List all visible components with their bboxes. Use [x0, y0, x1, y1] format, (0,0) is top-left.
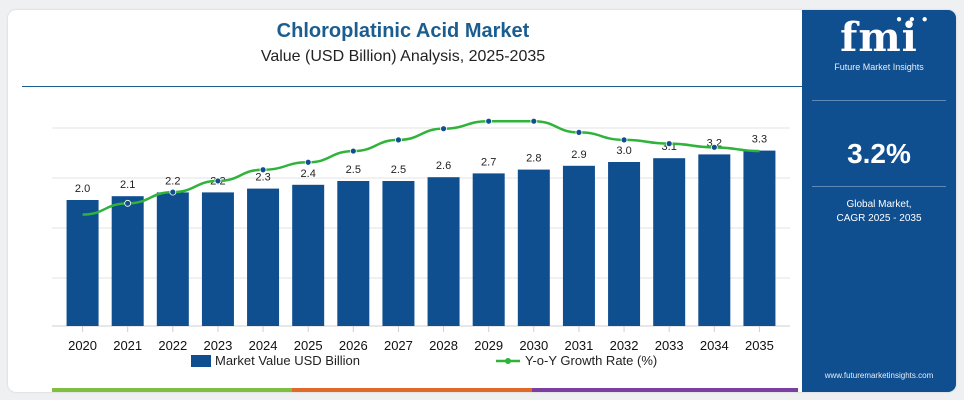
bar — [698, 154, 731, 326]
x-tick-label: 2029 — [474, 338, 503, 353]
legend-bar-label: Market Value USD Billion — [215, 353, 360, 368]
cagr-label: Global Market, CAGR 2025 - 2035 — [802, 198, 956, 226]
bar — [156, 192, 189, 326]
bar-value-label: 2.5 — [346, 164, 361, 176]
chart-plot: 2.020202.120212.220222.220232.320242.420… — [52, 117, 790, 368]
chart-title: Chloroplatinic Acid Market — [276, 20, 530, 42]
website-url: www.futuremarketinsights.com — [824, 371, 934, 380]
x-tick-label: 2025 — [294, 338, 323, 353]
fmi-logo: fmi — [840, 14, 918, 61]
growth-rate-point — [485, 117, 493, 125]
bar — [562, 165, 595, 326]
bar — [743, 150, 776, 326]
x-tick-label: 2031 — [564, 338, 593, 353]
bar — [653, 158, 686, 326]
growth-rate-point — [349, 147, 357, 155]
growth-rate-point — [710, 143, 718, 151]
chart-card: Chloroplatinic Acid Market Value (USD Bi… — [8, 10, 956, 392]
bar-value-label: 3.3 — [752, 134, 767, 146]
sidebar-divider — [812, 100, 946, 101]
bar-value-label: 2.6 — [436, 160, 451, 172]
x-tick-label: 2026 — [339, 338, 368, 353]
bar — [382, 181, 415, 326]
bar — [292, 184, 325, 326]
x-tick-label: 2034 — [700, 338, 729, 353]
x-tick-label: 2032 — [610, 338, 639, 353]
title-divider — [22, 86, 802, 87]
bar-value-label: 2.1 — [120, 179, 135, 191]
growth-rate-line — [82, 119, 760, 216]
cagr-label-line2: CAGR 2025 - 2035 — [836, 213, 922, 224]
footer-stripe-purple — [532, 388, 798, 392]
growth-rate-point — [575, 129, 583, 136]
footer-stripe-green — [52, 388, 292, 392]
legend-bar-swatch — [191, 355, 211, 367]
x-tick-label: 2035 — [745, 338, 774, 353]
cagr-value: 3.2% — [847, 138, 911, 169]
growth-rate-point — [169, 188, 177, 196]
bar-value-label: 2.5 — [391, 164, 406, 176]
logo-subtitle: Future Market Insights — [834, 62, 924, 72]
bar — [111, 196, 144, 326]
bar-value-label: 2.0 — [75, 183, 90, 195]
bar-value-label: 3.0 — [616, 145, 631, 157]
legend-line-marker — [505, 358, 511, 364]
x-tick-label: 2028 — [429, 338, 458, 353]
x-tick-label: 2024 — [249, 338, 278, 353]
logo-dots-icon: ● ● ● — [896, 14, 930, 25]
chart-subtitle: Value (USD Billion) Analysis, 2025-2035 — [260, 48, 546, 65]
growth-rate-point — [259, 166, 267, 174]
bar — [472, 173, 505, 326]
cagr-label-line1: Global Market, — [846, 199, 912, 210]
growth-rate-point — [440, 125, 447, 133]
growth-rate-point — [620, 136, 628, 144]
growth-rate-point — [214, 177, 222, 185]
x-tick-label: 2030 — [519, 338, 548, 353]
x-tick-label: 2022 — [158, 338, 187, 353]
bar-value-label: 2.3 — [255, 172, 270, 184]
footer-stripe-orange — [292, 388, 532, 392]
bar — [247, 188, 280, 326]
x-tick-label: 2023 — [203, 338, 232, 353]
x-tick-label: 2027 — [384, 338, 413, 353]
bar-value-label: 2.8 — [526, 153, 541, 165]
chart-area: Chloroplatinic Acid Market Value (USD Bi… — [8, 10, 802, 392]
x-tick-label: 2020 — [68, 338, 97, 353]
bar — [427, 177, 460, 326]
sidebar-divider — [812, 186, 946, 187]
legend-line-label: Y-o-Y Growth Rate (%) — [525, 353, 657, 368]
bar — [201, 192, 234, 326]
bar-value-label: 2.4 — [301, 168, 316, 180]
growth-rate-point — [124, 199, 132, 207]
sidebar-panel: fmi ● ● ● Future Market Insights 3.2% Gl… — [802, 10, 956, 392]
growth-rate-point — [665, 140, 673, 148]
growth-rate-point — [304, 158, 312, 166]
bar-value-label: 2.7 — [481, 156, 496, 168]
bar — [517, 169, 550, 326]
bar — [608, 162, 641, 326]
x-tick-label: 2033 — [655, 338, 684, 353]
bar — [337, 181, 370, 326]
bar-value-label: 2.9 — [571, 149, 586, 161]
bar — [66, 200, 99, 326]
growth-rate-point — [530, 117, 538, 125]
x-tick-label: 2021 — [113, 338, 142, 353]
bar-value-label: 2.2 — [165, 175, 180, 187]
growth-rate-point — [395, 136, 402, 144]
